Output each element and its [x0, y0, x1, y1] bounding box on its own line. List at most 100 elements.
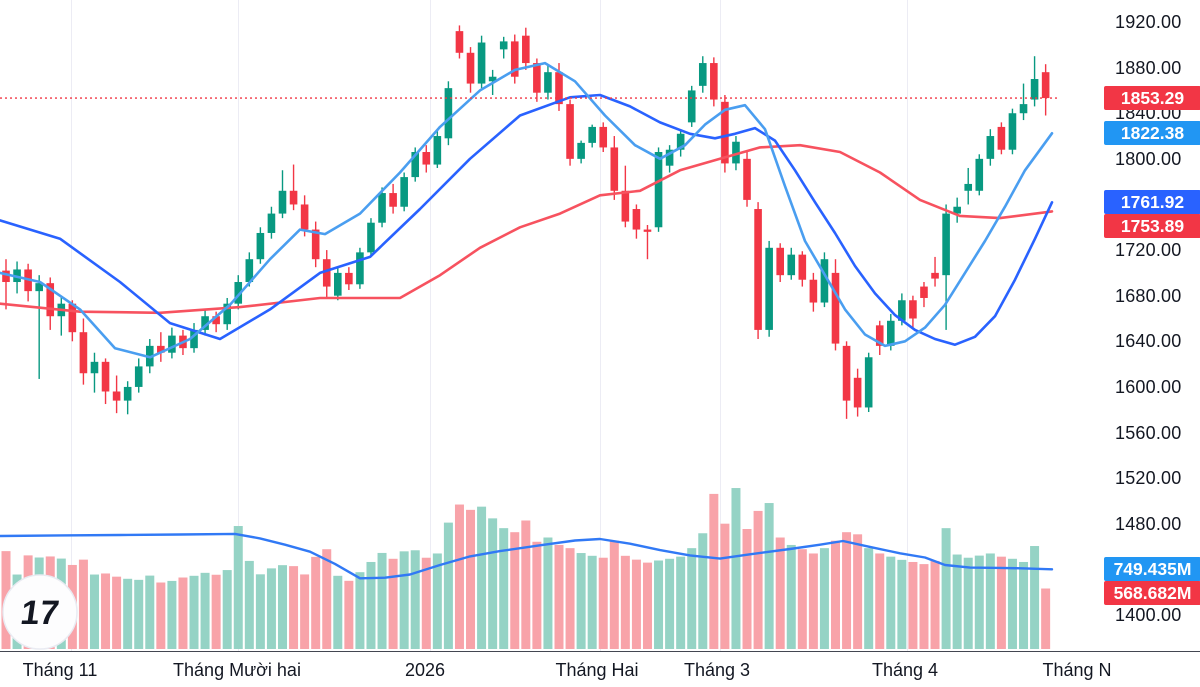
candle-body — [632, 209, 641, 230]
logo-circle — [2, 574, 78, 650]
candle-body — [212, 316, 220, 325]
price-axis-label: 1480.00 — [1115, 513, 1182, 534]
candle-body — [676, 133, 685, 150]
volume-bar — [797, 549, 807, 649]
volume-bar — [532, 541, 542, 649]
time-axis-label: Tháng 3 — [683, 660, 751, 680]
candle-body — [522, 35, 530, 64]
volume-bar — [266, 568, 276, 649]
candle-body — [267, 213, 276, 233]
candle-body — [101, 361, 110, 392]
volume-bar — [1041, 588, 1051, 649]
ma-fast-line — [0, 61, 1054, 359]
candle-body — [599, 126, 608, 148]
candle-body — [311, 229, 320, 260]
volume-bar — [808, 553, 818, 649]
ma-med-line — [0, 93, 1054, 347]
volume-bar — [156, 582, 166, 649]
volume-bar — [897, 559, 907, 649]
volume-bar — [399, 551, 409, 649]
time-axis-label: Tháng N — [1042, 660, 1112, 680]
volume-bar — [178, 577, 188, 649]
candle-body — [367, 222, 375, 253]
volume-bar — [1007, 558, 1017, 649]
volume-bar — [963, 557, 973, 649]
volume-bar — [366, 561, 376, 649]
volume-bar — [919, 564, 929, 649]
candle-body — [2, 270, 10, 283]
candle-body — [157, 345, 165, 353]
candle-body — [245, 259, 254, 283]
time-axis[interactable]: Tháng 11 Tháng Mười hai 2026 Tháng Hai Tháng… — [0, 651, 1200, 687]
volume-bar — [720, 523, 730, 649]
volume-bar — [189, 575, 199, 649]
candle-body — [643, 229, 652, 232]
candle-body — [35, 283, 43, 292]
volume-bar — [676, 556, 686, 649]
price-axis-label: 1720.00 — [1115, 240, 1182, 261]
volume-bar — [488, 518, 498, 649]
candle-body — [942, 213, 950, 276]
candle-body — [322, 259, 331, 287]
candle-body — [964, 183, 973, 191]
price-axis-label: 1800.00 — [1115, 148, 1182, 169]
candle-body — [533, 63, 541, 93]
candle-body — [389, 193, 397, 207]
price-axis-label: 1560.00 — [1115, 422, 1182, 443]
price-axis[interactable]: 1920.00 1880.00 1840.00 1800.00 1720.00 1680.… — [1060, 0, 1200, 651]
volume-bar — [244, 560, 254, 649]
candle-body — [234, 282, 243, 304]
price-badge: 749.435M — [1104, 557, 1200, 582]
candle-body — [46, 283, 55, 317]
candle-body — [820, 259, 829, 303]
volume-bar — [388, 558, 398, 649]
volume-bar — [908, 561, 918, 649]
volume-bar — [410, 550, 420, 649]
candle-body — [875, 325, 884, 346]
candle-body — [1030, 79, 1039, 100]
volume-bar — [620, 555, 630, 649]
tradingview-logo[interactable]: 17 — [2, 574, 78, 650]
volume-bar — [631, 559, 641, 649]
candle-body — [466, 52, 475, 84]
candle-body — [732, 141, 740, 164]
volume-bar — [211, 574, 221, 649]
candle-body — [223, 303, 231, 325]
volume-bar — [654, 560, 664, 649]
price-chart-canvas[interactable] — [0, 0, 1200, 651]
price-axis-label: 1920.00 — [1115, 12, 1182, 32]
candle-body — [356, 252, 364, 285]
candle-body — [289, 190, 298, 205]
volume-bar — [665, 558, 675, 649]
volume-bar — [753, 510, 763, 649]
volume-bar — [709, 493, 719, 649]
candle-body — [334, 272, 342, 296]
volume-bar — [454, 504, 464, 649]
candle-body — [621, 190, 630, 222]
volume-bar — [1030, 546, 1040, 649]
candle-body — [776, 247, 784, 276]
volume-bar — [521, 520, 531, 649]
volume-bar — [687, 548, 697, 649]
volume-bar — [499, 528, 509, 649]
volume-bar — [311, 556, 321, 649]
price-axis-label: 1400.00 — [1115, 605, 1182, 625]
time-axis-label: Tháng Hai — [555, 660, 639, 680]
candle-body — [444, 88, 453, 139]
candle-body — [134, 366, 143, 387]
time-axis-label: 2026 — [404, 660, 446, 680]
volume-bar — [255, 574, 265, 649]
volume-bar — [764, 503, 774, 649]
volume-bar — [930, 560, 940, 649]
volume-bar — [886, 556, 896, 649]
volume-bar — [642, 562, 652, 649]
volume-bar — [222, 570, 232, 649]
volume-bar — [289, 566, 299, 649]
candle-body — [488, 76, 497, 82]
candle-body — [887, 320, 895, 346]
time-axis-label: Tháng Mười hai — [173, 660, 301, 680]
volume-bar — [112, 576, 122, 649]
candle-body — [710, 63, 718, 100]
candle-body — [975, 158, 984, 191]
price-badge: 1753.89 — [1104, 214, 1200, 239]
